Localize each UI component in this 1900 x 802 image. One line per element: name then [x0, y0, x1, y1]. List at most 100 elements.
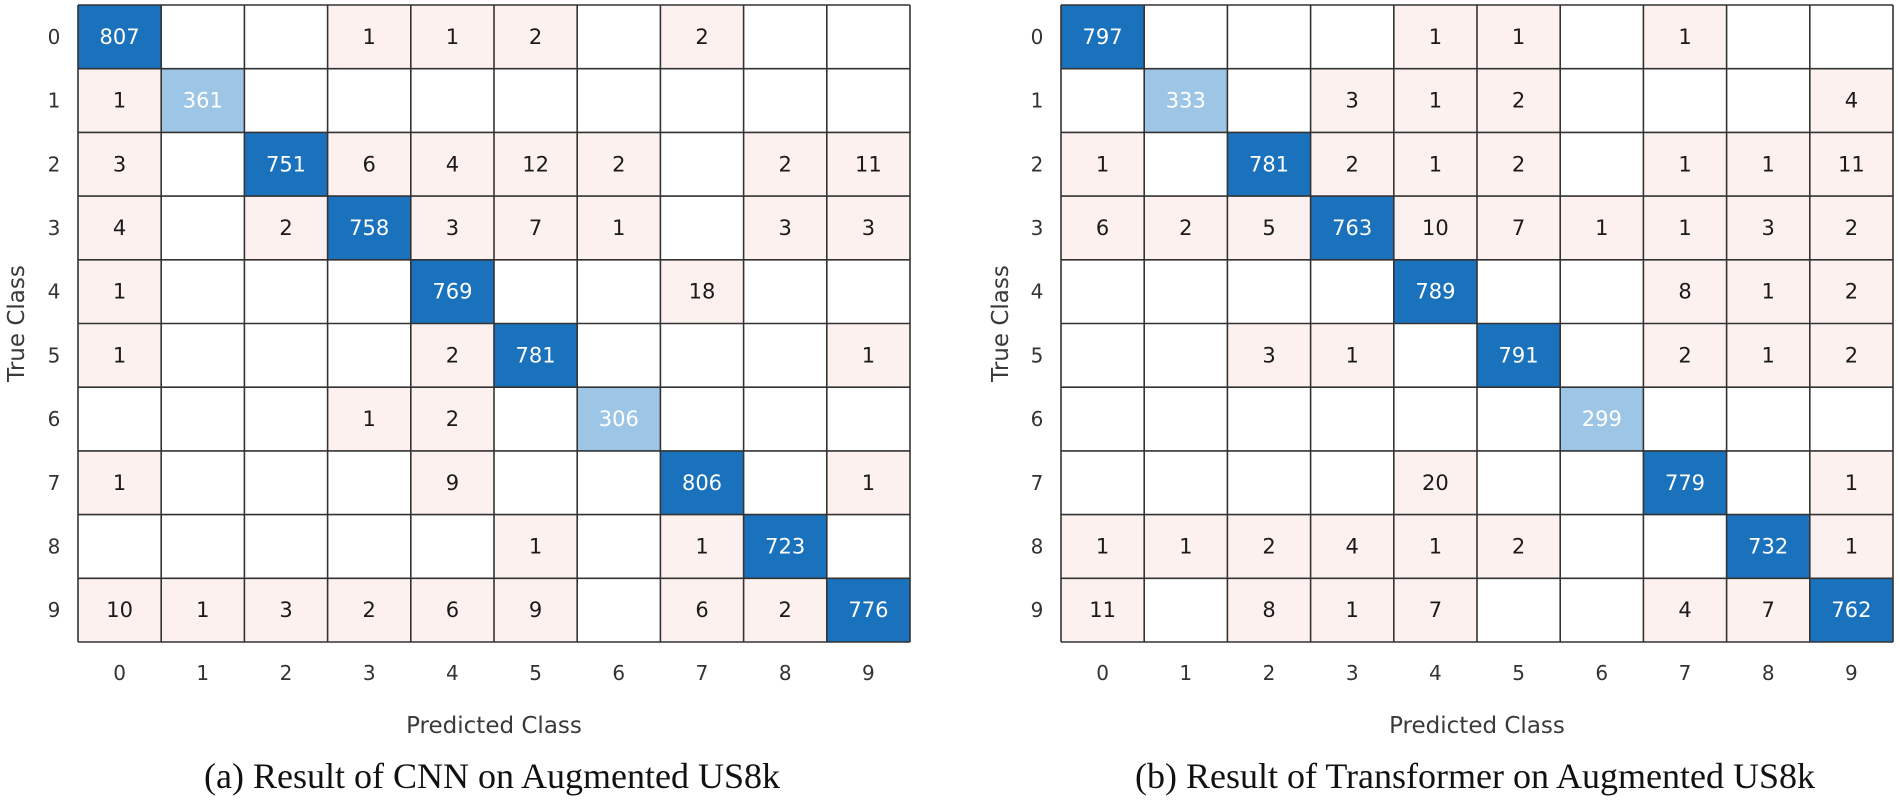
cell-3-4 [1393, 196, 1477, 260]
cell-value: 2 [1845, 343, 1858, 367]
cell-value: 1 [1096, 152, 1109, 176]
cell-value: 1 [1595, 216, 1608, 240]
cell-value: 2 [1845, 216, 1858, 240]
cell-5-3 [327, 323, 411, 388]
cell-9-9 [1809, 578, 1893, 642]
cell-1-2 [244, 68, 328, 133]
x-axis-label: Predicted Class [1389, 713, 1565, 739]
cell-4-1 [161, 259, 245, 324]
cell-2-5 [494, 132, 578, 197]
cell-3-0 [1061, 196, 1145, 260]
cell-1-2 [1227, 68, 1311, 133]
cell-value: 1 [695, 534, 708, 558]
y-tick-label: 0 [48, 25, 61, 49]
cell-value: 1 [862, 471, 875, 495]
cell-0-3 [327, 5, 411, 69]
cell-4-8 [743, 259, 827, 324]
cell-5-1 [1144, 323, 1228, 388]
cell-3-2 [1227, 196, 1311, 260]
cell-6-7 [660, 387, 744, 451]
cell-value: 1 [1678, 216, 1691, 240]
cell-8-0 [78, 514, 162, 579]
cell-4-5 [494, 259, 578, 324]
cell-value: 1 [1346, 598, 1359, 622]
cell-value: 9 [446, 471, 459, 495]
cell-value: 2 [695, 25, 708, 49]
cell-8-4 [1393, 514, 1477, 579]
cell-1-6 [1560, 68, 1644, 133]
cell-5-1 [161, 323, 245, 388]
cell-3-3 [1310, 196, 1394, 260]
cell-5-8 [743, 323, 827, 388]
cell-0-1 [1144, 5, 1228, 69]
cell-8-9 [1809, 514, 1893, 579]
cell-7-6 [1560, 450, 1644, 515]
cell-7-9 [826, 450, 910, 515]
y-tick-label: 1 [48, 89, 61, 113]
cell-4-6 [1560, 259, 1644, 324]
cell-6-4 [1393, 387, 1477, 451]
cell-2-7 [1643, 132, 1727, 197]
cell-value: 1 [1845, 471, 1858, 495]
cell-3-3 [327, 196, 411, 260]
cell-value: 781 [1249, 152, 1289, 176]
cell-value: 8 [1262, 598, 1275, 622]
cell-3-1 [1144, 196, 1228, 260]
cell-value: 11 [1089, 598, 1116, 622]
cell-value: 781 [516, 343, 556, 367]
cell-value: 769 [432, 280, 472, 304]
cell-7-2 [244, 450, 328, 515]
cell-0-7 [1643, 5, 1727, 69]
cell-value: 763 [1332, 216, 1372, 240]
cell-7-3 [327, 450, 411, 515]
cell-8-8 [743, 514, 827, 579]
cell-4-6 [577, 259, 661, 324]
cell-6-4 [410, 387, 494, 451]
cell-8-2 [244, 514, 328, 579]
cell-5-4 [1393, 323, 1477, 388]
cell-value: 3 [779, 216, 792, 240]
cell-1-7 [660, 68, 744, 133]
y-tick-label: 8 [48, 534, 61, 558]
y-tick-label: 7 [48, 471, 61, 495]
cell-value: 2 [363, 598, 376, 622]
cell-0-8 [1726, 5, 1810, 69]
cell-2-0 [1061, 132, 1145, 197]
cell-value: 1 [612, 216, 625, 240]
cell-0-3 [1310, 5, 1394, 69]
cell-9-2 [1227, 578, 1311, 642]
x-tick-label: 4 [446, 661, 459, 685]
cell-2-1 [1144, 132, 1228, 197]
cell-value: 1 [113, 343, 126, 367]
cell-8-2 [1227, 514, 1311, 579]
cell-value: 1 [196, 598, 209, 622]
y-tick-label: 3 [48, 216, 61, 240]
cell-3-8 [743, 196, 827, 260]
cell-value: 2 [1512, 89, 1525, 113]
cell-3-1 [161, 196, 245, 260]
cell-value: 1 [113, 471, 126, 495]
cell-value: 4 [1845, 89, 1858, 113]
cell-value: 299 [1582, 407, 1622, 431]
cell-7-5 [494, 450, 578, 515]
cell-5-3 [1310, 323, 1394, 388]
cell-4-9 [826, 259, 910, 324]
cell-6-9 [1809, 387, 1893, 451]
cell-1-8 [743, 68, 827, 133]
cell-value: 1 [1429, 89, 1442, 113]
cell-6-9 [826, 387, 910, 451]
cell-value: 6 [363, 152, 376, 176]
cell-3-9 [826, 196, 910, 260]
cell-value: 779 [1665, 471, 1705, 495]
cell-value: 7 [1762, 598, 1775, 622]
cell-value: 11 [1838, 152, 1865, 176]
cell-8-8 [1726, 514, 1810, 579]
y-tick-label: 8 [1031, 534, 1044, 558]
cell-4-9 [1809, 259, 1893, 324]
cell-value: 776 [848, 598, 888, 622]
cell-8-0 [1061, 514, 1145, 579]
cell-5-9 [826, 323, 910, 388]
cell-9-0 [1061, 578, 1145, 642]
cell-value: 2 [1512, 534, 1525, 558]
x-tick-label: 9 [1845, 661, 1858, 685]
